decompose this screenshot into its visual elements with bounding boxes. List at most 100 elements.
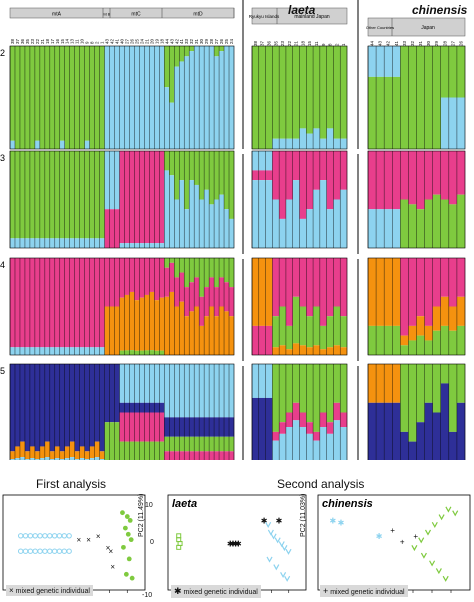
ancestry-bar xyxy=(319,412,327,428)
ancestry-bar xyxy=(64,364,70,447)
ancestry-bar xyxy=(59,140,65,149)
group-label: mtC xyxy=(131,12,141,18)
ancestry-bar xyxy=(299,345,307,355)
scatter-point xyxy=(128,537,134,543)
ancestry-bar xyxy=(432,330,441,355)
ancestry-bar xyxy=(124,46,130,149)
scatter-point: × xyxy=(96,532,101,541)
ancestry-bar xyxy=(164,151,170,171)
ancestry-bar xyxy=(64,238,70,248)
sample-id-label: 29 xyxy=(204,38,209,44)
ancestry-bar xyxy=(292,343,300,355)
ancestry-bar xyxy=(252,46,259,149)
ancestry-bar xyxy=(279,345,287,355)
ancestry-bar xyxy=(104,422,110,460)
ancestry-bar xyxy=(124,364,130,403)
ancestry-bar xyxy=(265,397,273,460)
ancestry-bar xyxy=(154,441,160,460)
ancestry-bar xyxy=(424,46,433,149)
ancestry-bar xyxy=(169,46,175,103)
ancestry-bar xyxy=(24,46,31,149)
ancestry-bar xyxy=(392,364,401,403)
structure-main-k3 xyxy=(9,150,235,249)
ancestry-bar xyxy=(139,258,145,298)
structure-laeta-k2 xyxy=(251,45,348,150)
ancestry-bar xyxy=(313,440,321,460)
ancestry-bar xyxy=(84,347,90,355)
ancestry-bar xyxy=(189,151,195,181)
scatter-point xyxy=(47,548,53,554)
ancestry-bar xyxy=(129,364,135,403)
ancestry-bar xyxy=(144,46,150,149)
ancestry-bar xyxy=(392,151,401,210)
ancestry-bar xyxy=(164,46,170,88)
ancestry-bar xyxy=(169,258,175,263)
sample-id-label: 15 xyxy=(60,38,65,44)
scatter-point xyxy=(27,548,34,554)
ancestry-bar xyxy=(144,243,150,248)
ancestry-bar xyxy=(119,258,125,298)
ancestry-bar xyxy=(219,151,225,195)
scatter-point xyxy=(17,548,24,554)
ancestry-bar xyxy=(164,364,170,418)
ancestry-bar xyxy=(74,151,80,239)
ancestry-bar xyxy=(79,46,85,149)
scatter-point xyxy=(61,533,68,539)
ancestry-bar xyxy=(179,151,185,181)
ancestry-bar xyxy=(313,306,321,346)
scatter-point xyxy=(278,541,285,548)
ancestry-bar xyxy=(114,209,120,248)
ancestry-bar xyxy=(400,345,409,355)
scatter-point: + xyxy=(390,526,395,535)
ancestry-bar xyxy=(54,347,60,355)
ancestry-bar xyxy=(214,199,220,248)
ancestry-bar xyxy=(313,189,321,248)
ancestry-bar xyxy=(306,364,314,423)
ancestry-bar xyxy=(84,451,90,460)
scatter-point: + xyxy=(400,538,405,547)
scatter-point xyxy=(420,552,427,559)
ancestry-bar xyxy=(456,402,466,460)
ancestry-bar xyxy=(326,128,334,149)
ancestry-bar xyxy=(124,151,130,244)
ancestry-bar xyxy=(189,417,195,437)
ancestry-bar xyxy=(229,258,235,288)
sample-id-label: 22 xyxy=(287,40,292,46)
ancestry-bar xyxy=(219,46,225,52)
ancestry-bar xyxy=(384,76,393,149)
scatter-point xyxy=(435,568,442,575)
ancestry-bar xyxy=(456,325,466,355)
ancestry-bar xyxy=(258,170,266,181)
ancestry-bar xyxy=(199,46,205,149)
ancestry-bar xyxy=(169,417,175,437)
scatter-point: × xyxy=(77,536,82,545)
ancestry-bar xyxy=(169,262,175,292)
ancestry-bar xyxy=(154,46,160,149)
scatter-point xyxy=(42,533,48,539)
ancestry-bar xyxy=(124,350,130,355)
ancestry-bar xyxy=(258,151,266,171)
ancestry-bar xyxy=(44,46,51,149)
ancestry-bar xyxy=(174,436,180,452)
ancestry-bar xyxy=(104,151,110,210)
ancestry-bar xyxy=(139,412,145,442)
ancestry-bar xyxy=(114,258,120,307)
ancestry-bar xyxy=(99,451,105,460)
ancestry-bar xyxy=(159,258,165,298)
sample-id-label: 21 xyxy=(40,38,45,44)
sample-id-label: 36 xyxy=(20,38,25,44)
first-legend: × mixed genetic individual xyxy=(6,585,93,596)
ancestry-bar xyxy=(124,441,130,460)
ancestry-bar xyxy=(134,300,140,351)
ancestry-bar xyxy=(272,151,280,200)
ancestry-bar xyxy=(129,441,135,460)
ancestry-bar xyxy=(224,46,230,149)
ancestry-bar xyxy=(184,451,190,460)
ancestry-bar xyxy=(285,325,293,350)
ancestry-bar xyxy=(189,51,195,149)
ancestry-bar xyxy=(149,350,155,355)
k-label: 5 xyxy=(0,366,5,376)
ancestry-bar xyxy=(258,325,266,355)
scatter-point: ✱ xyxy=(276,516,283,525)
ancestry-bar xyxy=(209,258,215,278)
